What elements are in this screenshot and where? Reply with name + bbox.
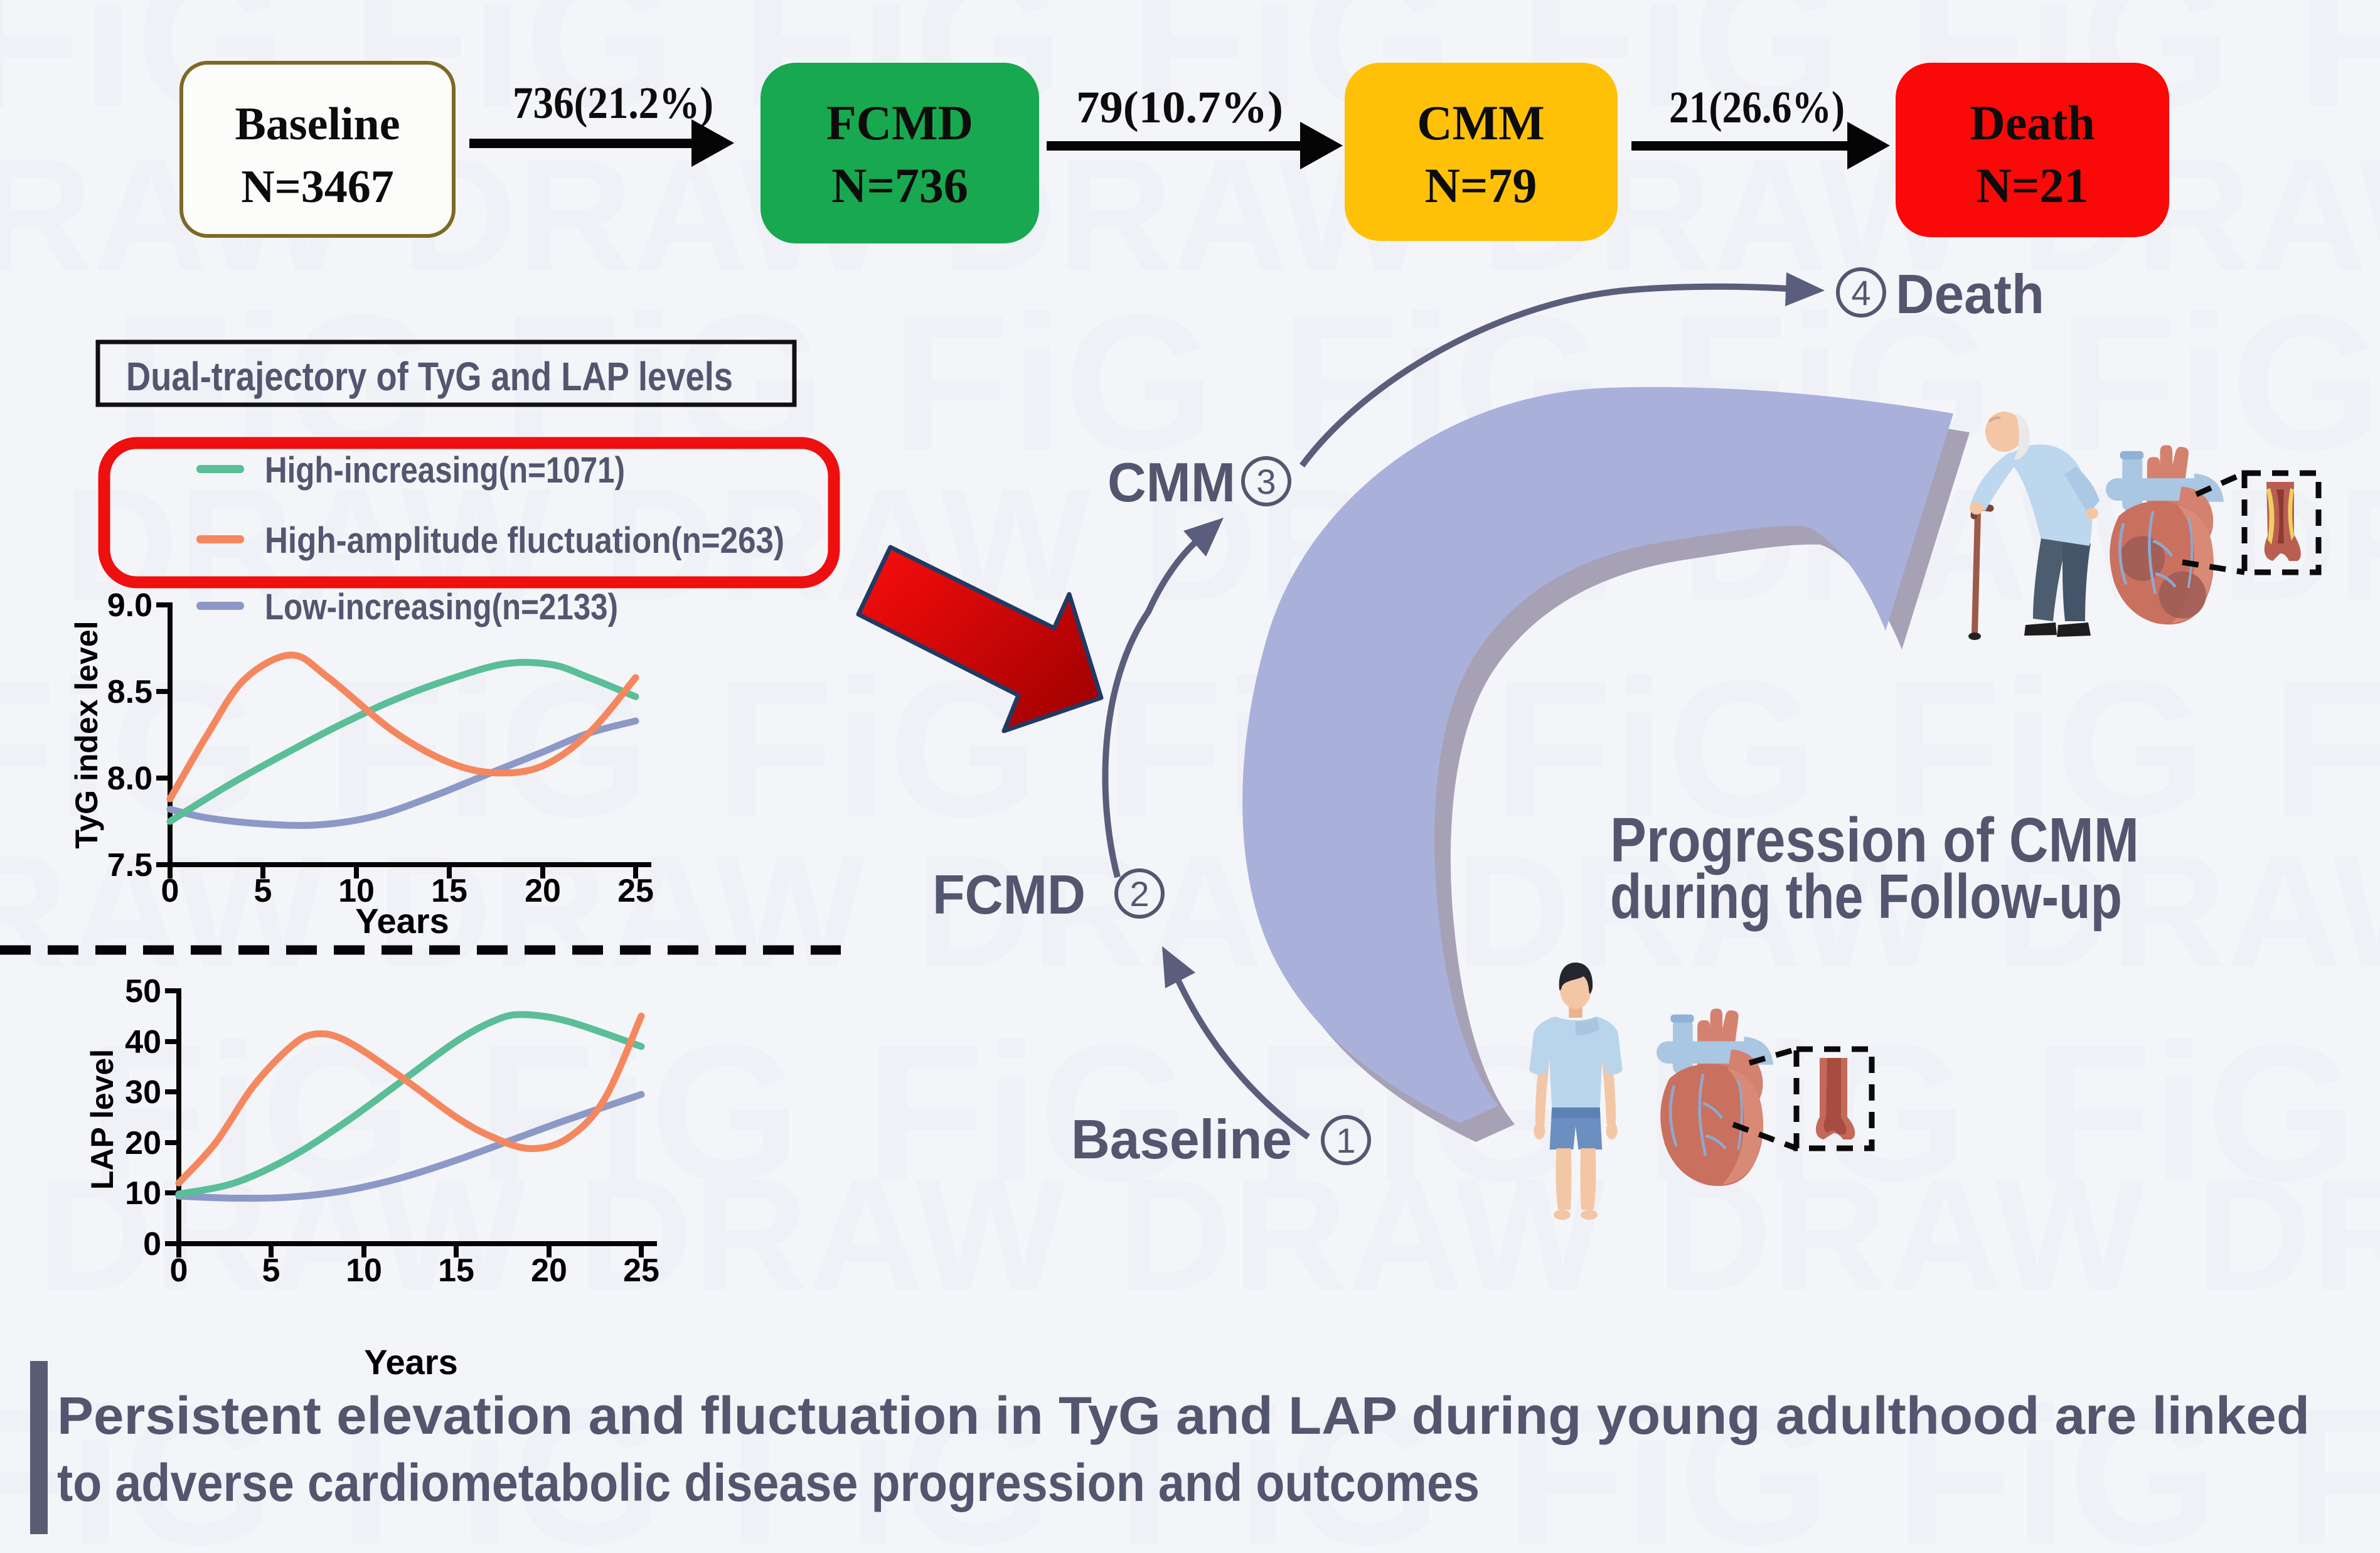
- svg-text:Death: Death: [1970, 95, 2095, 150]
- svg-text:20: 20: [125, 1125, 161, 1161]
- svg-text:50: 50: [125, 973, 161, 1010]
- svg-text:DRAW: DRAW: [1117, 1145, 1606, 1324]
- svg-text:DRAW: DRAW: [1995, 822, 2380, 1001]
- svg-text:Progression of CMM: Progression of CMM: [1610, 805, 2139, 875]
- svg-text:CMM: CMM: [1417, 95, 1545, 150]
- svg-text:Low-increasing(n=2133): Low-increasing(n=2133): [265, 587, 618, 627]
- svg-text:FiG: FiG: [2058, 274, 2380, 491]
- svg-text:FiG: FiG: [2033, 1003, 2357, 1221]
- svg-text:N=3467: N=3467: [241, 161, 394, 213]
- svg-text:FCMD: FCMD: [826, 95, 973, 150]
- svg-text:5: 5: [254, 873, 272, 909]
- svg-text:DRAW: DRAW: [0, 822, 326, 1001]
- svg-text:FiG: FiG: [2297, 0, 2380, 148]
- svg-text:2: 2: [1129, 874, 1149, 914]
- svg-text:LAP level: LAP level: [85, 1049, 120, 1190]
- svg-text:TyG index level: TyG index level: [69, 621, 104, 848]
- svg-text:N=21: N=21: [1977, 158, 2089, 213]
- svg-text:FiG: FiG: [1895, 1367, 2219, 1553]
- svg-text:FiG: FiG: [502, 274, 826, 491]
- svg-text:Baseline: Baseline: [235, 99, 400, 150]
- svg-text:7.5: 7.5: [107, 847, 152, 883]
- svg-text:9.0: 9.0: [107, 587, 152, 624]
- svg-text:8.5: 8.5: [107, 674, 152, 710]
- svg-text:8.0: 8.0: [107, 760, 152, 797]
- svg-text:0: 0: [161, 873, 179, 909]
- svg-text:during the Follow-up: during the Follow-up: [1610, 862, 2122, 932]
- svg-text:FiG: FiG: [1493, 639, 1818, 857]
- svg-text:FiG: FiG: [113, 274, 437, 491]
- svg-text:Years: Years: [355, 901, 449, 941]
- svg-text:Persistent elevation and fluct: Persistent elevation and fluctuation in …: [57, 1386, 2310, 1445]
- svg-text:FiG: FiG: [728, 1367, 1052, 1553]
- svg-text:DRAW: DRAW: [2221, 455, 2380, 634]
- svg-text:40: 40: [125, 1024, 161, 1060]
- svg-text:High-increasing(n=1071): High-increasing(n=1071): [265, 450, 625, 491]
- svg-text:DRAW: DRAW: [2196, 1145, 2380, 1324]
- svg-text:FiG: FiG: [339, 1367, 663, 1553]
- svg-text:FiG: FiG: [2271, 639, 2380, 857]
- svg-text:High-amplitude fluctuation(n=2: High-amplitude fluctuation(n=263): [265, 520, 784, 561]
- svg-text:DRAW: DRAW: [376, 822, 865, 1001]
- svg-text:736(21.2%): 736(21.2%): [513, 78, 713, 128]
- svg-text:Dual-trajectory of TyG and LAP: Dual-trajectory of TyG and LAP levels: [126, 354, 733, 399]
- svg-text:4: 4: [1851, 273, 1870, 312]
- svg-text:5: 5: [262, 1252, 280, 1289]
- svg-text:FiG: FiG: [477, 1003, 801, 1221]
- svg-text:0: 0: [143, 1226, 161, 1262]
- svg-text:3: 3: [1256, 462, 1276, 501]
- svg-text:FiG: FiG: [326, 639, 651, 857]
- svg-text:FiG: FiG: [1117, 1367, 1441, 1553]
- svg-text:25: 25: [617, 873, 654, 909]
- svg-text:79(10.7%): 79(10.7%): [1076, 82, 1283, 132]
- svg-text:FiG: FiG: [1882, 639, 2207, 857]
- svg-text:FCMD: FCMD: [932, 863, 1086, 926]
- svg-text:10: 10: [125, 1175, 161, 1212]
- svg-text:20: 20: [525, 873, 561, 909]
- svg-text:20: 20: [531, 1252, 567, 1289]
- svg-text:21(26.6%): 21(26.6%): [1669, 82, 1845, 132]
- svg-text:DRAW: DRAW: [38, 1145, 526, 1324]
- svg-text:FiG: FiG: [2284, 1367, 2380, 1553]
- svg-text:Death: Death: [1896, 263, 2044, 325]
- svg-text:FiG: FiG: [891, 274, 1215, 491]
- svg-text:FiG: FiG: [1506, 1367, 1830, 1553]
- svg-text:10: 10: [346, 1252, 382, 1289]
- svg-text:25: 25: [623, 1252, 659, 1289]
- svg-text:FiG: FiG: [866, 1003, 1190, 1221]
- svg-text:DRAW: DRAW: [1456, 822, 1945, 1001]
- svg-text:0: 0: [170, 1252, 188, 1289]
- svg-text:N=79: N=79: [1425, 158, 1537, 213]
- svg-text:1: 1: [1336, 1121, 1355, 1160]
- svg-text:Years: Years: [364, 1342, 458, 1382]
- svg-text:Baseline: Baseline: [1071, 1108, 1292, 1170]
- svg-text:to adverse cardiometabolic dis: to adverse cardiometabolic disease progr…: [57, 1453, 1480, 1512]
- svg-text:15: 15: [431, 873, 467, 909]
- svg-text:N=736: N=736: [831, 158, 968, 213]
- svg-text:10: 10: [338, 873, 375, 909]
- svg-text:15: 15: [438, 1252, 474, 1289]
- svg-text:CMM: CMM: [1107, 451, 1235, 513]
- svg-text:30: 30: [125, 1074, 161, 1111]
- svg-text:DRAW: DRAW: [577, 1145, 1066, 1324]
- svg-text:DRAW: DRAW: [63, 455, 552, 634]
